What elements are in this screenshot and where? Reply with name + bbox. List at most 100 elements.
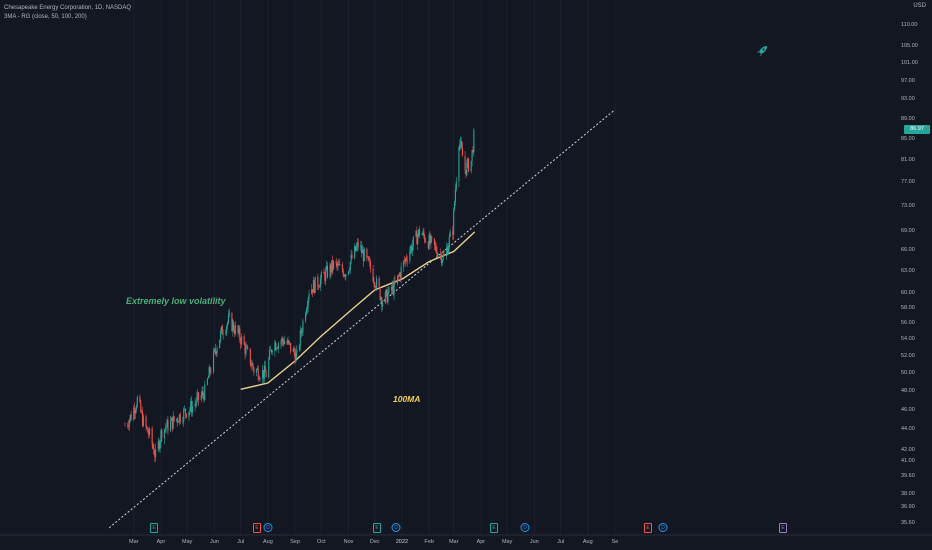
candle-body xyxy=(253,368,255,373)
candle-body xyxy=(269,349,271,359)
price-axis-label: 39.60 xyxy=(901,472,915,479)
candle-body xyxy=(361,249,364,254)
earnings-marker[interactable]: E xyxy=(253,523,261,533)
candle-body xyxy=(323,272,325,274)
earnings-marker[interactable]: E xyxy=(490,523,498,533)
candle-body xyxy=(263,365,265,379)
earnings-marker[interactable]: E xyxy=(373,523,381,533)
earnings-marker[interactable]: E xyxy=(779,523,787,533)
candle-body xyxy=(264,365,266,373)
candle-body xyxy=(453,209,455,235)
annotation-extremely-low-volatility[interactable]: Extremely low volatility xyxy=(126,296,226,306)
candle-body xyxy=(275,342,277,350)
candle-body xyxy=(152,444,154,449)
candle-body xyxy=(188,411,190,418)
candle-body xyxy=(239,328,241,340)
candle-body xyxy=(324,273,326,281)
candle-body xyxy=(245,346,247,354)
dividend-marker[interactable]: D xyxy=(263,523,273,532)
price-axis-label: 81.00 xyxy=(901,157,915,164)
candle-body xyxy=(202,391,204,395)
candle-body xyxy=(357,242,359,248)
annotation-100ma[interactable]: 100MA xyxy=(393,394,421,404)
candle-body xyxy=(269,349,272,351)
candle-body xyxy=(318,286,320,288)
candle-body xyxy=(177,418,179,422)
dividend-marker[interactable]: D xyxy=(658,523,668,532)
candle-body xyxy=(306,306,308,310)
price-axis-label: 110.00 xyxy=(901,22,918,28)
candle-body xyxy=(172,416,174,429)
candle-body xyxy=(411,245,414,252)
candle-body xyxy=(140,401,142,412)
candle-body xyxy=(139,396,141,402)
candle-body xyxy=(397,275,399,284)
candle-body xyxy=(368,260,371,262)
candle-body xyxy=(201,391,203,396)
candle-body xyxy=(252,363,254,369)
candle-body xyxy=(305,314,307,321)
trendline[interactable] xyxy=(108,109,616,529)
candle-body xyxy=(232,322,234,331)
dividend-marker[interactable]: D xyxy=(391,523,401,532)
candle-body xyxy=(170,417,173,421)
time-axis-label: Feb xyxy=(424,539,434,545)
candle-body xyxy=(228,313,230,316)
candle-body xyxy=(212,351,215,372)
candle-body xyxy=(341,264,343,271)
candle-body xyxy=(173,416,175,421)
symbol-title: Chesapeake Energy Corporation, 1D, NASDA… xyxy=(4,5,132,11)
candle-body xyxy=(210,371,212,373)
candle-body xyxy=(382,303,384,307)
candle-body xyxy=(447,246,449,254)
candle-body xyxy=(308,293,310,299)
price-axis-label: 36.90 xyxy=(901,504,915,511)
candle-body xyxy=(386,289,388,303)
currency-icon[interactable]: USD xyxy=(913,3,926,9)
candle-body xyxy=(296,349,298,353)
earnings-marker[interactable]: E xyxy=(644,523,652,533)
candle-body xyxy=(257,368,259,380)
candle-body xyxy=(354,246,357,251)
price-axis-label: 66.00 xyxy=(901,247,915,254)
candle-body xyxy=(332,260,334,269)
candle-body xyxy=(458,147,460,182)
candle-body xyxy=(300,330,302,334)
candle-body xyxy=(127,425,129,426)
candle-body xyxy=(178,414,180,423)
candle-body xyxy=(280,341,282,344)
candle-body xyxy=(403,260,405,268)
dividend-marker[interactable]: D xyxy=(520,523,530,532)
candle-body xyxy=(141,411,143,413)
candle-body xyxy=(183,409,185,422)
candle-body xyxy=(468,158,470,172)
chart-grid xyxy=(133,0,616,535)
candle-body xyxy=(265,372,267,378)
candle-body xyxy=(176,418,178,421)
candle-body xyxy=(209,367,211,373)
candle-body xyxy=(439,253,442,255)
candle-body xyxy=(435,245,437,252)
indicator-legend[interactable]: 3MA - RG (close, 50, 100, 200) xyxy=(4,14,87,20)
candle-body xyxy=(338,263,340,266)
candle-body xyxy=(433,238,435,245)
rocket-icon[interactable] xyxy=(756,45,768,60)
candle-body xyxy=(206,378,208,385)
ma100-line[interactable] xyxy=(240,231,476,390)
candle-body xyxy=(448,236,450,247)
candle-body xyxy=(208,367,210,378)
candle-body xyxy=(215,352,217,354)
earnings-marker[interactable]: E xyxy=(150,523,158,533)
candle-body xyxy=(290,343,292,352)
candle-body xyxy=(369,261,371,269)
candle-body xyxy=(446,247,448,257)
candle-body xyxy=(295,352,297,362)
candle-body xyxy=(460,141,462,145)
candle-body xyxy=(302,320,304,333)
time-axis-label: Se xyxy=(611,539,619,545)
candle-body xyxy=(387,293,389,303)
price-axis-label: 58.00 xyxy=(901,304,915,311)
price-axis-label: 101.00 xyxy=(901,59,918,66)
candle-body xyxy=(231,313,233,331)
